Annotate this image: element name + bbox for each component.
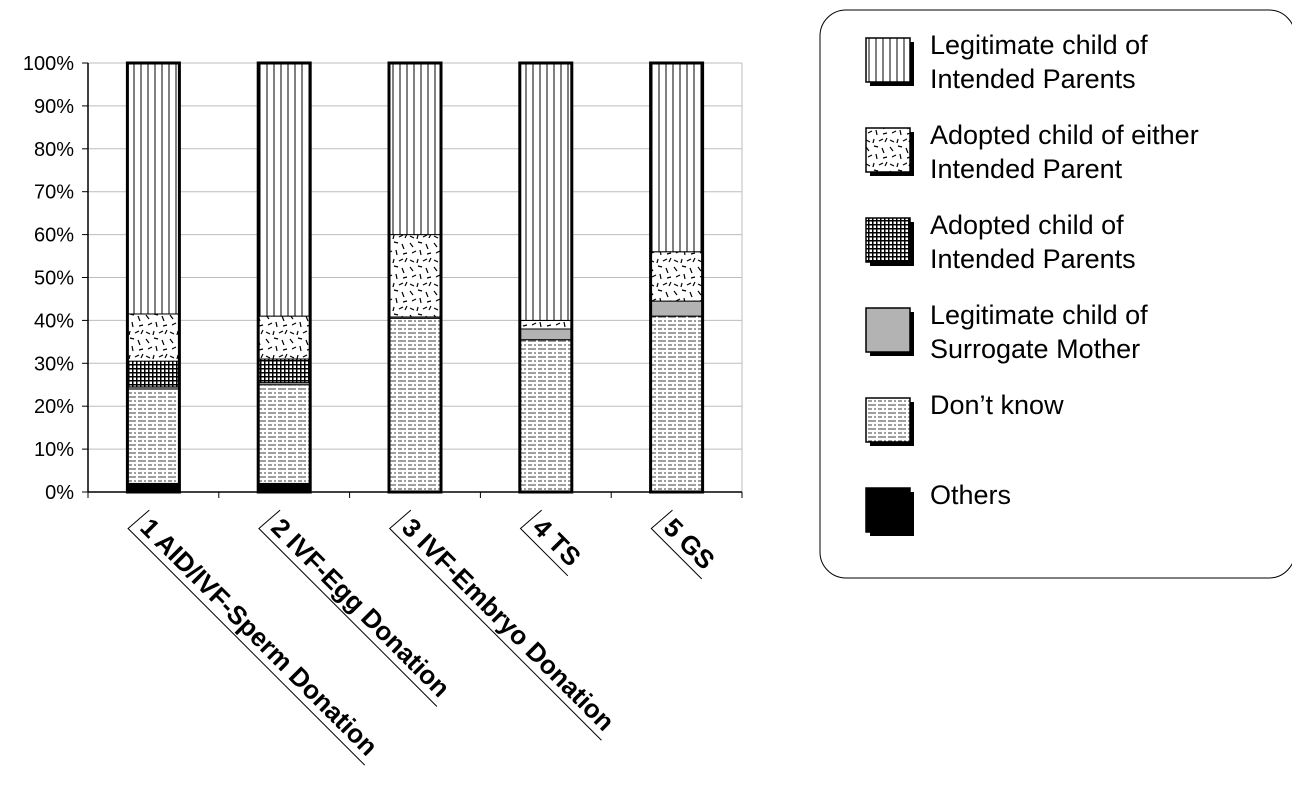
- x-tick-label: 5 GS: [658, 512, 721, 575]
- legend-item: Others: [865, 480, 1011, 536]
- bar-stack: [387, 61, 443, 494]
- legend-label: Don’t know: [930, 390, 1064, 420]
- bar-segment: [650, 315, 704, 493]
- legend-item: Adopted child of Intended Parents: [865, 210, 1136, 274]
- label-bracket: [519, 509, 569, 577]
- legend-label: Others: [930, 480, 1011, 510]
- bar-segment: [257, 358, 311, 384]
- bar-stack: [256, 61, 312, 494]
- y-tick-label: 80%: [34, 139, 74, 161]
- label-bracket: [127, 509, 366, 766]
- bar-segment: [519, 62, 573, 321]
- bar-segment: [519, 339, 573, 493]
- x-category-label: 5 GS: [650, 509, 721, 580]
- x-category-label: 3 IVF-Embryo Donation: [388, 509, 621, 741]
- y-tick-label: 50%: [34, 268, 74, 290]
- bar-segment: [519, 328, 573, 341]
- bar-segment: [126, 62, 180, 315]
- label-bracket: [388, 509, 602, 741]
- x-tick-label: 1 AID/IVF-Sperm Donation: [135, 512, 384, 761]
- legend-swatch: [865, 127, 911, 173]
- bar-stack: [518, 61, 574, 494]
- legend-label: Adopted child of either: [930, 120, 1199, 150]
- bar-segment: [126, 360, 180, 388]
- legend-label: Surrogate Mother: [930, 334, 1140, 364]
- bar-segment: [126, 388, 180, 484]
- y-tick-label: 60%: [34, 225, 74, 247]
- y-axis: 0% 10% 20% 30% 40% 50% 60% 70% 80% 90% 100%: [23, 53, 89, 504]
- bar-stack: [125, 61, 181, 494]
- bar-segment: [388, 62, 442, 236]
- plot-area: 0% 10% 20% 30% 40% 50% 60% 70% 80% 90% 100% 1 AID/…: [23, 53, 743, 766]
- legend-swatch: [865, 307, 911, 353]
- legend-swatch: [865, 397, 911, 443]
- y-tick-label: 20%: [34, 396, 74, 418]
- y-tick-label: 40%: [34, 310, 74, 332]
- bar-segment: [650, 251, 704, 302]
- bar-stack: [649, 61, 705, 494]
- bar-segment: [126, 313, 180, 362]
- label-bracket: [258, 509, 438, 707]
- legend-label: Intended Parents: [930, 64, 1136, 94]
- legend-item: Don’t know: [865, 390, 1064, 446]
- bar-segment: [257, 384, 311, 484]
- y-tick-label: 0%: [45, 482, 74, 504]
- legend-swatch: [865, 487, 911, 533]
- y-tick-label: 90%: [34, 96, 74, 118]
- label-bracket: [650, 509, 703, 580]
- x-category-label: 4 TS: [519, 509, 587, 577]
- legend-swatch: [865, 37, 911, 83]
- x-category-label: 1 AID/IVF-Sperm Donation: [127, 509, 384, 766]
- legend-frame: [819, 9, 1292, 579]
- legend-label: Legitimate child of: [930, 30, 1148, 60]
- bar-segment: [257, 62, 311, 317]
- bar-segment: [650, 300, 704, 317]
- y-tick-label: 70%: [34, 182, 74, 204]
- legend-label: Intended Parents: [930, 244, 1136, 274]
- y-tick-label: 10%: [34, 439, 74, 461]
- x-tick-label: 4 TS: [527, 512, 587, 572]
- bar-segment: [519, 319, 573, 330]
- bar-segment: [257, 315, 311, 360]
- legend-label: Adopted child of: [930, 210, 1124, 240]
- legend-item: Legitimate child of Intended Parents: [865, 30, 1148, 94]
- y-tick-label: 30%: [34, 353, 74, 375]
- x-tick-label: 3 IVF-Embryo Donation: [396, 512, 620, 736]
- legend-item: Adopted child of either Intended Parent: [865, 120, 1199, 184]
- legend-item: Legitimate child of Surrogate Mother: [865, 300, 1148, 364]
- legend-label: Legitimate child of: [930, 300, 1148, 330]
- legend-label: Intended Parent: [930, 154, 1123, 184]
- bar-segment: [388, 234, 442, 318]
- legend-swatch: [865, 217, 911, 263]
- bar-segment: [650, 62, 704, 253]
- y-tick-label: 100%: [23, 53, 74, 75]
- bar-segment: [388, 317, 442, 493]
